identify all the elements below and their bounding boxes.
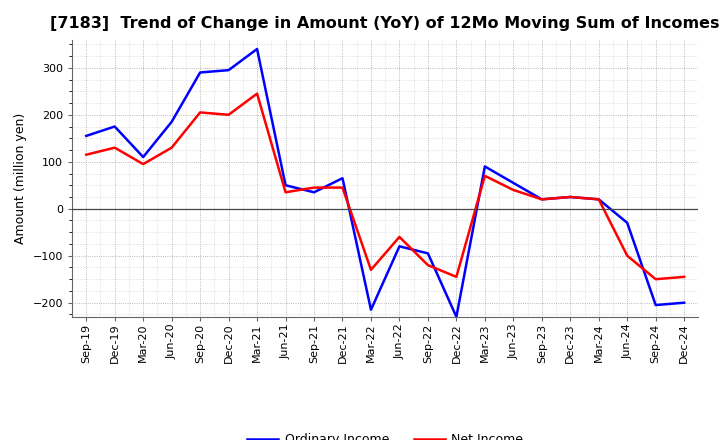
Net Income: [423, 263, 432, 268]
Ordinary Income: [310, 190, 318, 195]
Net Income: [509, 187, 518, 193]
Ordinary Income: [395, 244, 404, 249]
Net Income: [452, 274, 461, 279]
Ordinary Income: [167, 119, 176, 125]
Ordinary Income: [566, 194, 575, 200]
Title: [7183]  Trend of Change in Amount (YoY) of 12Mo Moving Sum of Incomes: [7183] Trend of Change in Amount (YoY) o…: [50, 16, 720, 32]
Ordinary Income: [110, 124, 119, 129]
Net Income: [680, 274, 688, 279]
Net Income: [623, 253, 631, 258]
Ordinary Income: [652, 302, 660, 308]
Ordinary Income: [282, 183, 290, 188]
Line: Net Income: Net Income: [86, 94, 684, 279]
Ordinary Income: [480, 164, 489, 169]
Ordinary Income: [537, 197, 546, 202]
Net Income: [566, 194, 575, 200]
Ordinary Income: [423, 251, 432, 256]
Ordinary Income: [623, 220, 631, 225]
Y-axis label: Amount (million yen): Amount (million yen): [14, 113, 27, 244]
Net Income: [167, 145, 176, 150]
Net Income: [139, 161, 148, 167]
Ordinary Income: [366, 307, 375, 312]
Ordinary Income: [338, 176, 347, 181]
Ordinary Income: [225, 67, 233, 73]
Net Income: [395, 234, 404, 239]
Net Income: [282, 190, 290, 195]
Net Income: [196, 110, 204, 115]
Net Income: [110, 145, 119, 150]
Ordinary Income: [139, 154, 148, 160]
Ordinary Income: [680, 300, 688, 305]
Net Income: [82, 152, 91, 158]
Net Income: [338, 185, 347, 190]
Net Income: [366, 267, 375, 272]
Net Income: [253, 91, 261, 96]
Net Income: [537, 197, 546, 202]
Ordinary Income: [509, 180, 518, 186]
Ordinary Income: [196, 70, 204, 75]
Ordinary Income: [253, 46, 261, 51]
Net Income: [480, 173, 489, 179]
Legend: Ordinary Income, Net Income: Ordinary Income, Net Income: [242, 429, 528, 440]
Line: Ordinary Income: Ordinary Income: [86, 49, 684, 317]
Net Income: [310, 185, 318, 190]
Net Income: [595, 197, 603, 202]
Ordinary Income: [82, 133, 91, 139]
Ordinary Income: [452, 314, 461, 319]
Net Income: [225, 112, 233, 117]
Net Income: [652, 277, 660, 282]
Ordinary Income: [595, 197, 603, 202]
